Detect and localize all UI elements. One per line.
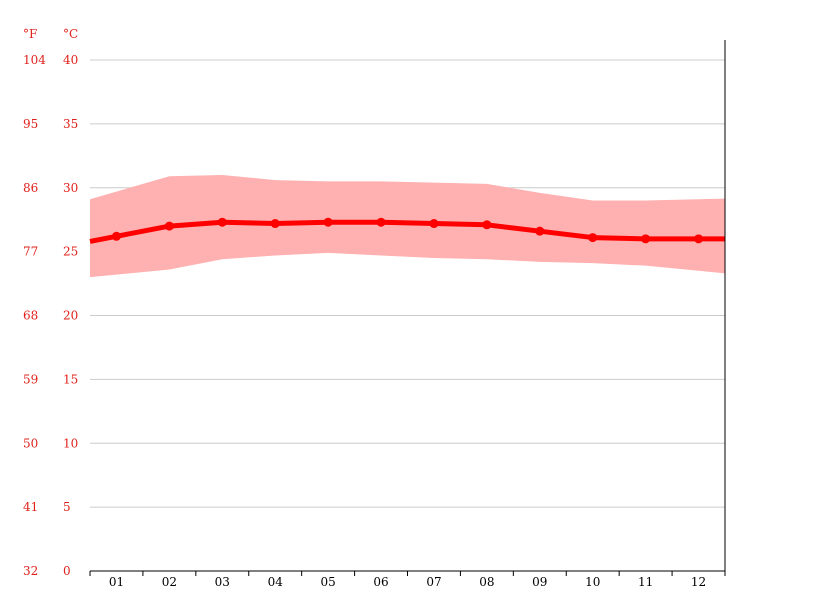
temperature-range-band: [90, 174, 725, 278]
y-tick-label-f: 104: [23, 53, 46, 67]
grid-lines: [90, 59, 725, 508]
fahrenheit-unit-label: °F: [23, 27, 37, 41]
mean-point-06: [376, 217, 386, 227]
y-tick-label-f: 32: [23, 564, 38, 578]
y-tick-label-c: 15: [63, 372, 78, 386]
x-tick-label: 11: [638, 575, 653, 589]
celsius-unit-label: °C: [63, 27, 78, 41]
y-tick-label-f: 68: [23, 309, 38, 323]
mean-point-02: [164, 221, 174, 231]
x-tick-label: 02: [162, 575, 177, 589]
y-tick-label-f: 50: [23, 436, 38, 450]
y-tick-label-f: 95: [23, 117, 38, 131]
mean-point-11: [641, 234, 651, 244]
mean-point-04: [270, 219, 280, 229]
y-tick-label-f: 59: [23, 372, 38, 386]
mean-temperature-line: [89, 219, 725, 244]
x-tick-label: 07: [426, 575, 441, 589]
x-tick-label: 04: [268, 575, 284, 589]
y-tick-label-c: 10: [63, 436, 78, 450]
y-tick-labels: 104 40 95 35 86 30 77 25 68 20 59 15 50 10 41 5 32 0: [23, 53, 78, 578]
y-tick-label-c: 20: [63, 309, 78, 323]
x-tick-label: 09: [532, 575, 547, 589]
x-tick-label: 03: [215, 575, 230, 589]
mean-point-09: [535, 226, 545, 236]
mean-point-03: [217, 217, 227, 227]
x-tick-labels: 01 02 03 04 05 06 07 08 09 10 11 12: [109, 575, 706, 589]
x-tick-label: 08: [479, 575, 494, 589]
mean-point-12: [694, 234, 704, 244]
mean-point-08: [482, 220, 492, 230]
mean-temperature-points: [111, 217, 704, 244]
x-tick-label: 01: [109, 575, 124, 589]
y-tick-label-f: 77: [23, 245, 38, 259]
y-tick-label-f: 86: [23, 181, 38, 195]
mean-point-01: [111, 231, 121, 241]
axes: [89, 40, 726, 576]
y-tick-label-c: 35: [63, 117, 78, 131]
mean-point-05: [323, 217, 333, 227]
x-tick-label: 10: [585, 575, 600, 589]
y-tick-label-c: 30: [63, 181, 78, 195]
x-tick-label: 12: [691, 575, 706, 589]
mean-point-07: [429, 219, 439, 229]
mean-point-10: [588, 233, 598, 243]
y-tick-label-c: 40: [63, 53, 78, 67]
x-tick-label: 05: [320, 575, 335, 589]
y-tick-label-c: 0: [63, 564, 71, 578]
y-tick-label-c: 5: [63, 500, 71, 514]
y-tick-label-f: 41: [23, 500, 38, 514]
y-tick-label-c: 25: [63, 245, 78, 259]
x-tick-label: 06: [373, 575, 388, 589]
